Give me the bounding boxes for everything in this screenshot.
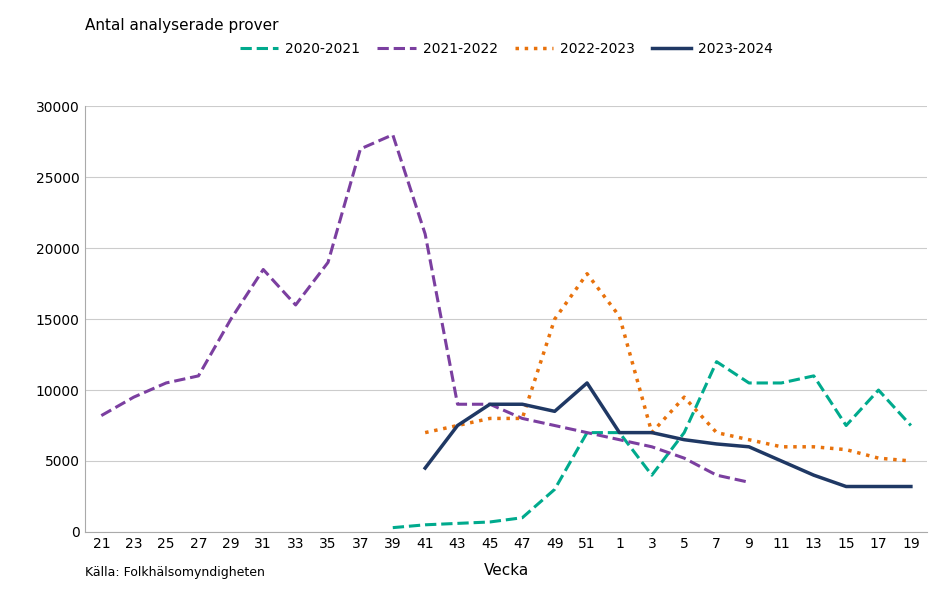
2020-2021 xyxy=(484,518,496,525)
2023-2024 xyxy=(419,465,430,472)
2023-2024 xyxy=(484,401,496,408)
2023-2024 xyxy=(840,483,851,490)
Text: Källa: Folkhälsomyndigheten: Källa: Folkhälsomyndigheten xyxy=(85,566,265,579)
2022-2023 xyxy=(744,436,755,443)
2022-2023 xyxy=(808,443,819,450)
2022-2023 xyxy=(614,313,625,320)
2022-2023 xyxy=(840,446,851,453)
Line: 2020-2021: 2020-2021 xyxy=(393,362,911,528)
2023-2024 xyxy=(776,457,787,465)
2022-2023 xyxy=(776,443,787,450)
Legend: 2020-2021, 2021-2022, 2022-2023, 2023-2024: 2020-2021, 2021-2022, 2022-2023, 2023-20… xyxy=(234,37,779,62)
2020-2021 xyxy=(905,422,917,429)
Text: Antal analyserade prover: Antal analyserade prover xyxy=(85,18,279,33)
2022-2023 xyxy=(646,429,657,436)
2022-2023 xyxy=(549,316,560,323)
2020-2021 xyxy=(646,472,657,479)
2022-2023 xyxy=(484,415,496,422)
2022-2023 xyxy=(711,429,723,436)
2020-2021 xyxy=(678,429,690,436)
2022-2023 xyxy=(905,457,917,465)
Line: 2022-2023: 2022-2023 xyxy=(425,274,911,461)
2020-2021 xyxy=(873,387,885,394)
2020-2021 xyxy=(744,379,755,387)
2021-2022 xyxy=(452,401,464,408)
2022-2023 xyxy=(582,270,593,277)
2021-2022 xyxy=(419,230,430,238)
2022-2023 xyxy=(678,394,690,401)
2020-2021 xyxy=(776,379,787,387)
2021-2022 xyxy=(711,472,723,479)
2021-2022 xyxy=(257,266,269,273)
2021-2022 xyxy=(744,479,755,486)
2020-2021 xyxy=(808,372,819,379)
2023-2024 xyxy=(678,436,690,443)
2023-2024 xyxy=(905,483,917,490)
2021-2022 xyxy=(614,436,625,443)
2020-2021 xyxy=(711,358,723,365)
2023-2024 xyxy=(452,422,464,429)
2021-2022 xyxy=(549,422,560,429)
X-axis label: Vecka: Vecka xyxy=(483,563,529,577)
2023-2024 xyxy=(744,443,755,450)
2021-2022 xyxy=(484,401,496,408)
2021-2022 xyxy=(161,379,172,387)
2020-2021 xyxy=(614,429,625,436)
2021-2022 xyxy=(289,301,301,309)
2020-2021 xyxy=(840,422,851,429)
Line: 2021-2022: 2021-2022 xyxy=(101,135,749,482)
2020-2021 xyxy=(452,520,464,527)
2020-2021 xyxy=(517,514,528,521)
2021-2022 xyxy=(387,131,398,138)
2020-2021 xyxy=(582,429,593,436)
2021-2022 xyxy=(646,443,657,450)
2022-2023 xyxy=(873,454,885,462)
2023-2024 xyxy=(517,401,528,408)
Line: 2023-2024: 2023-2024 xyxy=(425,383,911,486)
2020-2021 xyxy=(419,521,430,528)
2023-2024 xyxy=(873,483,885,490)
2021-2022 xyxy=(128,394,139,401)
2022-2023 xyxy=(419,429,430,436)
2023-2024 xyxy=(808,472,819,479)
2021-2022 xyxy=(193,372,204,379)
2021-2022 xyxy=(582,429,593,436)
2021-2022 xyxy=(355,145,366,152)
2023-2024 xyxy=(646,429,657,436)
2023-2024 xyxy=(711,440,723,447)
2020-2021 xyxy=(549,486,560,493)
2022-2023 xyxy=(517,415,528,422)
2022-2023 xyxy=(452,422,464,429)
2023-2024 xyxy=(549,408,560,415)
2021-2022 xyxy=(225,316,236,323)
2021-2022 xyxy=(517,415,528,422)
2021-2022 xyxy=(96,412,107,419)
2023-2024 xyxy=(614,429,625,436)
2021-2022 xyxy=(323,259,334,266)
2023-2024 xyxy=(582,379,593,387)
2020-2021 xyxy=(387,524,398,531)
2021-2022 xyxy=(678,454,690,462)
